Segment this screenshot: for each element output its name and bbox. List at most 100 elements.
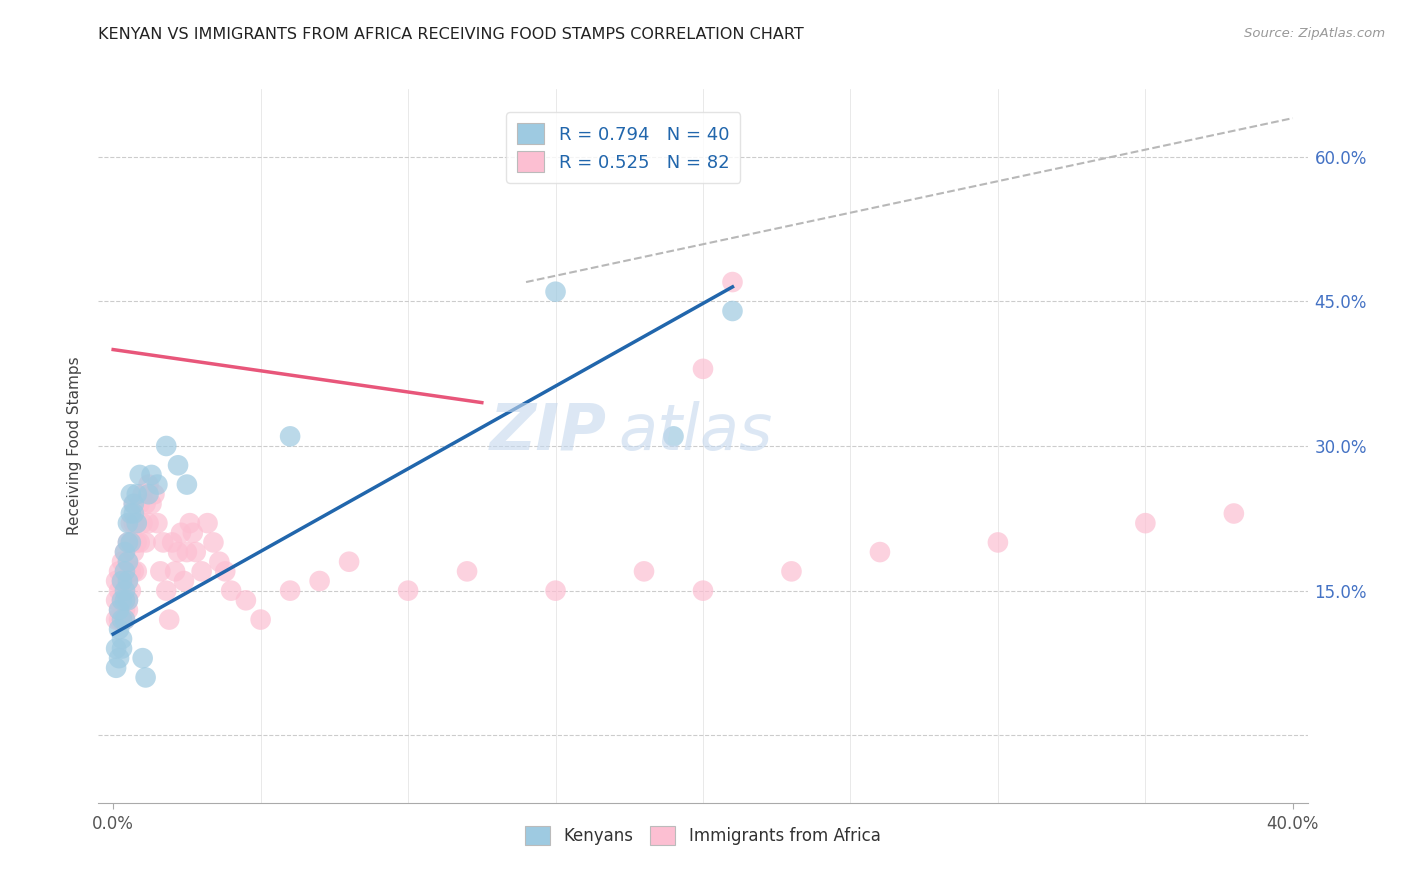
- Point: [190, 565, 212, 579]
- Point: [155, 583, 177, 598]
- Point: [117, 593, 139, 607]
- Point: [111, 613, 134, 627]
- Point: [278, 583, 301, 598]
- Point: [141, 467, 163, 482]
- Point: [120, 565, 142, 579]
- Point: [117, 535, 139, 549]
- Point: [138, 477, 160, 491]
- Point: [131, 516, 153, 530]
- Point: [125, 565, 148, 579]
- Point: [146, 477, 169, 491]
- Point: [128, 467, 150, 482]
- Point: [111, 593, 134, 607]
- Point: [278, 429, 301, 443]
- Y-axis label: Receiving Food Stamps: Receiving Food Stamps: [67, 357, 83, 535]
- Point: [111, 593, 134, 607]
- Point: [176, 477, 198, 491]
- Point: [108, 613, 131, 627]
- Point: [114, 613, 136, 627]
- Point: [146, 516, 169, 530]
- Point: [337, 555, 360, 569]
- Text: KENYAN VS IMMIGRANTS FROM AFRICA RECEIVING FOOD STAMPS CORRELATION CHART: KENYAN VS IMMIGRANTS FROM AFRICA RECEIVI…: [98, 27, 804, 42]
- Point: [105, 593, 128, 607]
- Point: [721, 304, 744, 318]
- Point: [396, 583, 419, 598]
- Point: [122, 545, 145, 559]
- Point: [114, 565, 136, 579]
- Point: [111, 593, 134, 607]
- Point: [108, 565, 131, 579]
- Point: [105, 661, 128, 675]
- Point: [111, 574, 134, 588]
- Point: [208, 555, 231, 569]
- Point: [128, 535, 150, 549]
- Point: [114, 593, 136, 607]
- Text: Source: ZipAtlas.com: Source: ZipAtlas.com: [1244, 27, 1385, 40]
- Point: [108, 651, 131, 665]
- Point: [138, 487, 160, 501]
- Point: [114, 603, 136, 617]
- Point: [167, 458, 190, 473]
- Point: [160, 535, 183, 549]
- Point: [114, 583, 136, 598]
- Point: [122, 507, 145, 521]
- Point: [117, 603, 139, 617]
- Point: [108, 603, 131, 617]
- Point: [120, 507, 142, 521]
- Point: [117, 555, 139, 569]
- Point: [184, 545, 207, 559]
- Point: [114, 583, 136, 598]
- Text: atlas: atlas: [619, 401, 773, 463]
- Point: [170, 525, 193, 540]
- Point: [143, 487, 166, 501]
- Point: [111, 641, 134, 656]
- Point: [152, 535, 174, 549]
- Point: [120, 583, 142, 598]
- Point: [544, 285, 567, 299]
- Point: [114, 565, 136, 579]
- Point: [692, 583, 714, 598]
- Point: [869, 545, 891, 559]
- Point: [111, 555, 134, 569]
- Point: [105, 613, 128, 627]
- Point: [1135, 516, 1157, 530]
- Point: [117, 535, 139, 549]
- Point: [176, 545, 198, 559]
- Point: [149, 565, 172, 579]
- Point: [219, 583, 242, 598]
- Point: [202, 535, 225, 549]
- Text: ZIP: ZIP: [489, 401, 606, 463]
- Point: [111, 574, 134, 588]
- Point: [117, 574, 139, 588]
- Point: [987, 535, 1010, 549]
- Point: [120, 535, 142, 549]
- Point: [181, 525, 204, 540]
- Point: [780, 565, 803, 579]
- Point: [308, 574, 330, 588]
- Point: [117, 574, 139, 588]
- Point: [122, 516, 145, 530]
- Point: [111, 613, 134, 627]
- Point: [131, 651, 153, 665]
- Point: [114, 545, 136, 559]
- Legend: Kenyans, Immigrants from Africa: Kenyans, Immigrants from Africa: [519, 819, 887, 852]
- Point: [167, 545, 190, 559]
- Point: [179, 516, 201, 530]
- Point: [197, 516, 219, 530]
- Point: [117, 593, 139, 607]
- Point: [155, 439, 177, 453]
- Point: [131, 487, 153, 501]
- Point: [108, 583, 131, 598]
- Point: [117, 516, 139, 530]
- Point: [692, 362, 714, 376]
- Point: [135, 670, 157, 684]
- Point: [544, 583, 567, 598]
- Point: [125, 535, 148, 549]
- Point: [122, 497, 145, 511]
- Point: [125, 516, 148, 530]
- Point: [662, 429, 685, 443]
- Point: [721, 275, 744, 289]
- Point: [249, 613, 271, 627]
- Point: [1223, 507, 1246, 521]
- Point: [122, 497, 145, 511]
